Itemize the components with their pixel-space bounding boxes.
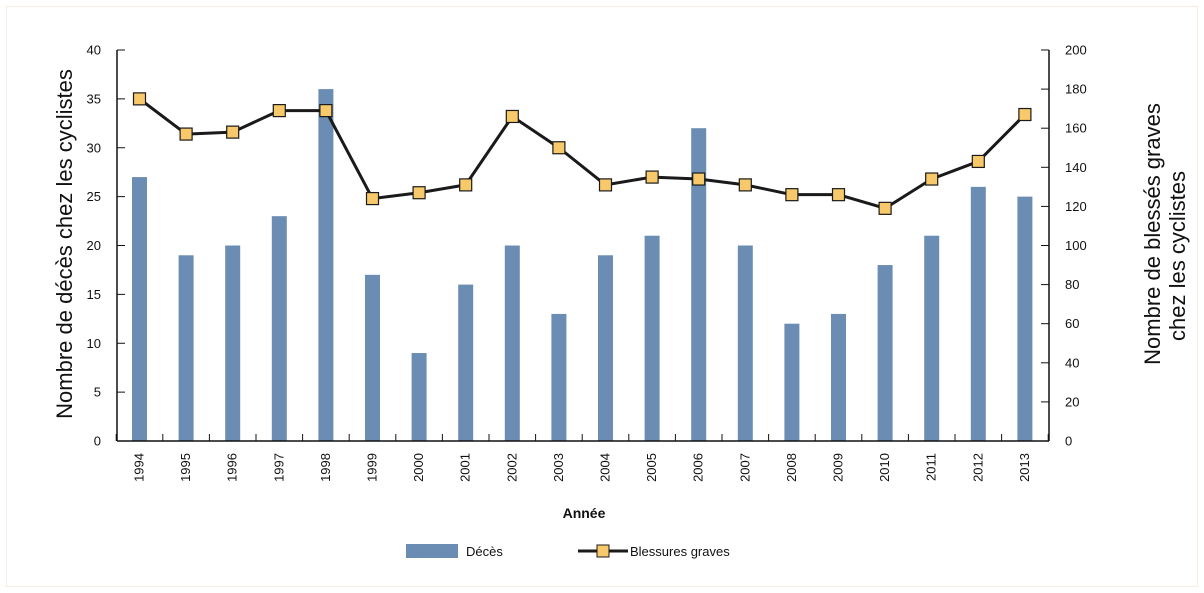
y-right-tick-label: 160 — [1065, 121, 1087, 136]
bar-deces — [458, 284, 474, 441]
y-right-tick-label: 20 — [1065, 394, 1079, 409]
x-tick-label: 2013 — [1017, 453, 1032, 482]
bar-deces — [831, 313, 846, 441]
x-tick-label: 2010 — [877, 453, 892, 482]
point-blessures-graves — [226, 125, 240, 139]
point-blessures-graves — [1018, 107, 1032, 122]
point-blessures-graves — [179, 127, 193, 141]
bar-deces — [318, 89, 334, 441]
point-blessures-graves — [412, 186, 426, 200]
point-blessures-graves — [505, 109, 519, 124]
y-axis-right-title-line2: chez les cyclistes — [1165, 171, 1190, 341]
x-tick-label: 2006 — [691, 453, 706, 482]
y-right-tick-label: 40 — [1065, 355, 1079, 370]
point-blessures-graves — [645, 170, 659, 184]
bar-deces — [877, 265, 893, 441]
y-right-tick-label: 100 — [1065, 238, 1087, 253]
point-blessures-graves — [738, 178, 752, 192]
x-axis-title: Année — [563, 505, 606, 521]
bar-deces — [411, 353, 427, 441]
bar-deces — [1017, 196, 1033, 441]
line-layer — [132, 92, 1032, 215]
labels-layer: 0 5 10 15 20 25 30 35 40 0 20 40 60 80 100 120 140 160 180… — [87, 43, 1087, 482]
y-left-tick-label: 40 — [87, 43, 101, 58]
x-tick-label: 2004 — [598, 453, 613, 482]
y-axis-right-title-line1: Nombre de blessés graves — [1140, 103, 1165, 365]
y-left-tick-label: 30 — [87, 140, 101, 155]
y-left-tick-label: 10 — [87, 336, 101, 351]
point-blessures-graves — [598, 178, 613, 192]
bar-deces — [132, 177, 147, 441]
legend-swatch-deces — [406, 544, 458, 558]
bar-deces — [924, 235, 940, 441]
axes-layer — [115, 49, 1050, 442]
bar-deces — [225, 245, 241, 441]
x-tick-label: 1997 — [271, 453, 286, 482]
x-tick-label: 2001 — [458, 453, 473, 482]
legend-label-blessures: Blessures graves — [630, 544, 730, 559]
y-left-tick-label: 35 — [87, 91, 101, 106]
point-blessures-graves — [552, 141, 566, 155]
legend: Décès Blessures graves — [406, 544, 730, 559]
y-right-tick-label: 140 — [1065, 160, 1087, 175]
legend-marker-blessures — [596, 544, 610, 558]
y-right-tick-label: 200 — [1065, 43, 1087, 58]
point-blessures-graves — [319, 104, 333, 118]
y-left-tick-label: 15 — [87, 287, 101, 302]
bar-deces — [598, 255, 613, 441]
bar-deces — [551, 313, 567, 441]
bar-deces — [970, 186, 986, 441]
x-tick-label: 1998 — [318, 453, 333, 482]
y-right-tick-label: 60 — [1065, 316, 1079, 331]
point-blessures-graves — [132, 92, 147, 106]
bar-deces — [784, 323, 800, 441]
point-blessures-graves — [831, 188, 846, 202]
x-tick-label: 1994 — [132, 453, 147, 482]
y-left-tick-label: 25 — [87, 189, 101, 204]
x-tick-label: 1996 — [225, 453, 240, 482]
y-right-tick-label: 180 — [1065, 82, 1087, 97]
x-tick-label: 2002 — [504, 453, 519, 482]
y-right-tick-label: 80 — [1065, 277, 1079, 292]
x-tick-label: 2003 — [551, 453, 566, 482]
point-blessures-graves — [365, 191, 380, 206]
x-tick-label: 1999 — [365, 453, 380, 482]
y-left-tick-label: 20 — [87, 238, 101, 253]
point-blessures-graves — [459, 178, 473, 192]
x-tick-label: 2011 — [924, 453, 939, 481]
y-right-tick-label: 0 — [1065, 434, 1072, 449]
bars-layer — [132, 89, 1033, 441]
y-left-tick-label: 5 — [94, 385, 101, 400]
y-right-tick-label: 120 — [1065, 199, 1087, 214]
bar-deces — [644, 235, 660, 441]
x-tick-label: 2005 — [644, 453, 659, 482]
point-blessures-graves — [785, 188, 799, 202]
point-blessures-graves — [878, 201, 892, 215]
bar-deces — [178, 255, 194, 441]
x-tick-label: 2012 — [970, 453, 985, 482]
y-axis-left-title: Nombre de décès chez les cyclistes — [52, 69, 77, 419]
y-left-tick-label: 0 — [94, 434, 101, 449]
x-tick-label: 2000 — [411, 453, 426, 482]
legend-label-deces: Décès — [466, 544, 503, 559]
point-blessures-graves — [692, 172, 706, 186]
point-blessures-graves — [971, 154, 985, 169]
line-blessures-graves — [138, 97, 1026, 210]
x-tick-label: 1995 — [178, 453, 193, 482]
x-tick-label: 2008 — [784, 453, 799, 482]
x-tick-label: 2007 — [737, 453, 752, 482]
x-tick-label: 2009 — [831, 453, 846, 482]
bar-deces — [504, 245, 520, 441]
bar-deces — [737, 245, 753, 441]
point-blessures-graves — [925, 172, 939, 186]
bar-deces — [691, 128, 707, 441]
point-blessures-graves — [272, 104, 286, 118]
bar-deces — [271, 216, 287, 441]
bar-deces — [365, 274, 380, 441]
